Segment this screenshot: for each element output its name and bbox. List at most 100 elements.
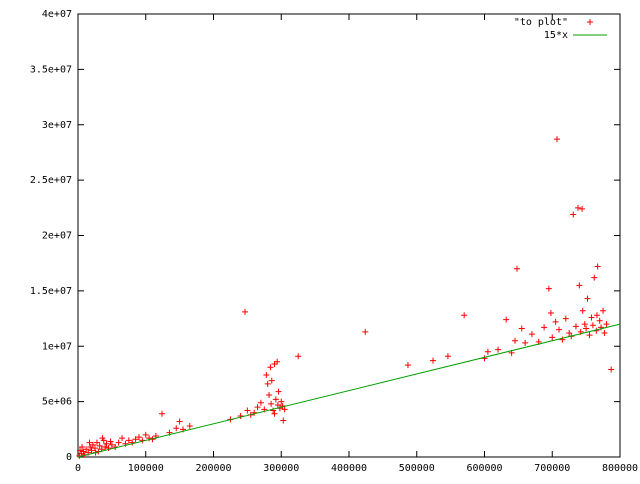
- point: [146, 435, 153, 442]
- point: [549, 334, 556, 341]
- point: [125, 437, 132, 444]
- x-tick-label: 200000: [195, 463, 231, 474]
- point: [461, 312, 468, 319]
- point: [275, 388, 282, 395]
- x-tick-label: 400000: [331, 463, 367, 474]
- y-tick-label: 4e+07: [42, 9, 72, 20]
- point: [176, 418, 183, 425]
- point: [522, 339, 529, 346]
- point: [268, 377, 275, 384]
- y-tick-label: 0: [66, 452, 72, 463]
- x-tick-label: 800000: [602, 463, 638, 474]
- point: [591, 274, 598, 281]
- point: [115, 439, 122, 446]
- point: [237, 413, 244, 420]
- point: [596, 317, 603, 324]
- point: [556, 326, 563, 333]
- point: [264, 380, 271, 387]
- point: [574, 204, 581, 211]
- point: [274, 358, 281, 365]
- point: [495, 346, 502, 353]
- point: [280, 417, 287, 424]
- point: [96, 442, 103, 449]
- point: [484, 348, 491, 355]
- point: [281, 406, 288, 413]
- point: [553, 136, 560, 143]
- point: [572, 323, 579, 330]
- x-tick-label: 300000: [263, 463, 299, 474]
- y-tick-label: 3e+07: [42, 120, 72, 131]
- x-tick-label: 100000: [128, 463, 164, 474]
- point: [242, 308, 249, 315]
- point: [77, 447, 84, 454]
- point: [581, 321, 588, 328]
- point: [108, 441, 115, 448]
- point: [254, 404, 261, 411]
- point: [559, 336, 566, 343]
- point: [119, 435, 126, 442]
- point: [603, 321, 610, 328]
- point: [547, 310, 554, 317]
- point: [173, 425, 180, 432]
- point: [107, 438, 114, 445]
- point: [186, 422, 193, 429]
- point: [266, 391, 273, 398]
- point: [271, 410, 278, 417]
- point: [518, 325, 525, 332]
- y-tick-label: 2.5e+07: [30, 175, 72, 186]
- point: [79, 444, 86, 451]
- point: [503, 316, 510, 323]
- point: [263, 372, 270, 379]
- point: [295, 353, 302, 360]
- point: [132, 436, 139, 443]
- point: [444, 353, 451, 360]
- point: [135, 434, 142, 441]
- point: [552, 318, 559, 325]
- point: [251, 409, 258, 416]
- point: [594, 263, 601, 270]
- point: [88, 447, 95, 454]
- y-tick-label: 5e+06: [42, 397, 72, 408]
- point: [257, 399, 264, 406]
- point: [514, 265, 521, 272]
- point: [102, 444, 109, 451]
- point: [545, 285, 552, 292]
- point: [244, 407, 251, 414]
- y-tick-label: 1e+07: [42, 341, 72, 352]
- point: [142, 431, 149, 438]
- point: [541, 324, 548, 331]
- x-tick-label: 600000: [466, 463, 502, 474]
- point: [129, 439, 136, 446]
- point: [105, 445, 112, 452]
- legend-label: "to plot": [514, 17, 568, 28]
- legend-swatch: [587, 19, 593, 25]
- point: [481, 355, 488, 362]
- x-tick-label: 700000: [534, 463, 570, 474]
- point: [576, 282, 583, 289]
- point: [608, 366, 615, 373]
- point: [584, 295, 591, 302]
- point: [91, 445, 98, 452]
- point: [598, 324, 605, 331]
- point: [89, 441, 96, 448]
- point: [362, 328, 369, 335]
- x-tick-label: 500000: [399, 463, 435, 474]
- point: [99, 435, 106, 442]
- y-tick-label: 3.5e+07: [30, 64, 72, 75]
- legend-label: 15*x: [544, 30, 568, 41]
- point: [270, 407, 277, 414]
- point: [579, 307, 586, 314]
- point: [566, 329, 573, 336]
- point: [267, 364, 274, 371]
- point: [404, 362, 411, 369]
- point: [278, 398, 285, 405]
- point: [600, 307, 607, 314]
- point: [593, 312, 600, 319]
- point: [528, 331, 535, 338]
- point: [511, 337, 518, 344]
- series-line: [77, 323, 621, 458]
- point: [86, 439, 93, 446]
- point: [586, 332, 593, 339]
- point: [159, 410, 166, 417]
